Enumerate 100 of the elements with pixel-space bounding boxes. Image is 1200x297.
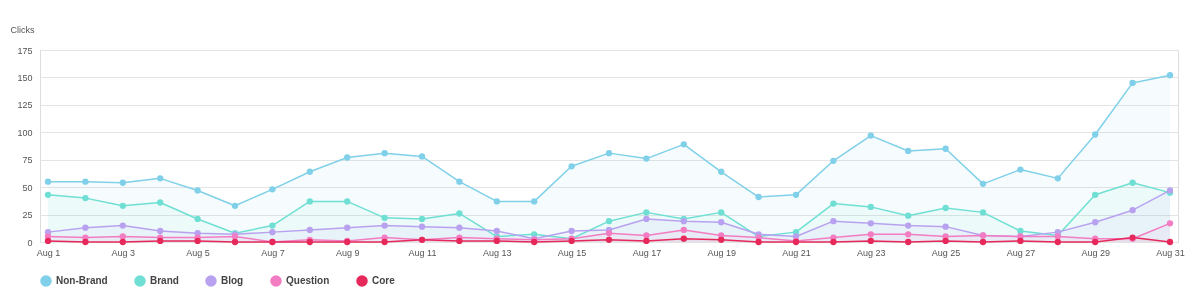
y-tick-label: 0: [27, 237, 33, 248]
point: [1017, 166, 1024, 173]
point: [269, 222, 276, 229]
point: [82, 194, 89, 202]
point: [680, 226, 687, 234]
point: [867, 231, 874, 238]
point: [830, 157, 837, 164]
x-tick-label: Aug 25: [931, 247, 961, 258]
point: [979, 238, 987, 246]
point: [867, 220, 874, 227]
legend-label: Question: [286, 275, 330, 286]
point: [792, 191, 800, 198]
point: [44, 237, 52, 245]
point: [418, 215, 426, 223]
point: [1054, 238, 1061, 246]
y-tick-label: 75: [22, 155, 33, 166]
x-tick-label: Aug 29: [1081, 247, 1110, 258]
point: [680, 141, 687, 148]
y-tick-label: 100: [17, 127, 33, 138]
point: [231, 238, 239, 246]
x-tick-label: Aug 5: [186, 247, 210, 258]
point: [194, 187, 201, 194]
point: [119, 202, 126, 209]
point: [942, 223, 949, 230]
point: [942, 204, 949, 212]
y-tick-label: 125: [17, 100, 33, 111]
legend-label: Non-Brand: [56, 275, 108, 286]
point: [119, 238, 126, 246]
x-tick-label: Aug 23: [857, 247, 886, 258]
point: [942, 237, 949, 245]
point: [905, 238, 912, 246]
point: [1092, 238, 1099, 246]
point: [531, 198, 538, 205]
point: [157, 199, 164, 206]
x-tick-label: Aug 9: [335, 247, 360, 258]
point: [119, 222, 126, 229]
point: [493, 198, 500, 205]
point: [1092, 191, 1099, 198]
point: [1166, 238, 1174, 246]
point: [979, 180, 987, 188]
point: [755, 238, 762, 246]
x-tick-label: Aug 17: [632, 247, 662, 258]
point: [157, 175, 164, 182]
point: [418, 223, 426, 230]
point: [605, 230, 613, 237]
point: [1129, 79, 1136, 87]
point: [119, 179, 126, 186]
point: [381, 222, 388, 229]
x-tick-label: Aug 7: [261, 247, 285, 258]
point: [493, 227, 500, 235]
point: [830, 200, 837, 207]
point: [718, 209, 725, 216]
x-tick-label: Aug 13: [483, 247, 512, 258]
point: [605, 149, 613, 157]
point: [867, 132, 874, 139]
point: [1092, 219, 1099, 226]
point: [1054, 175, 1061, 182]
point: [157, 237, 164, 245]
point: [1129, 179, 1136, 186]
point: [568, 163, 575, 170]
point: [643, 232, 650, 239]
point: [1017, 227, 1024, 235]
point: [381, 214, 388, 222]
x-tick-label: Aug 11: [408, 247, 437, 258]
point: [755, 193, 762, 201]
point: [381, 149, 388, 157]
point: [82, 238, 89, 246]
point: [905, 212, 912, 219]
point: [82, 224, 89, 231]
point: [269, 228, 276, 236]
point: [718, 236, 725, 243]
point: [867, 237, 874, 245]
point: [306, 168, 313, 175]
point: [306, 226, 313, 234]
point: [905, 222, 912, 229]
legend-label: Blog: [221, 275, 244, 286]
point: [643, 237, 650, 245]
point: [905, 231, 912, 238]
point: [905, 147, 912, 155]
point: [456, 224, 463, 231]
point: [942, 145, 949, 152]
x-tick-label: Aug 31: [1156, 247, 1185, 258]
point: [194, 237, 201, 245]
point: [643, 209, 650, 216]
point: [1017, 237, 1024, 245]
point: [979, 209, 987, 216]
point: [344, 154, 351, 161]
point: [643, 215, 650, 223]
point: [456, 237, 463, 245]
x-tick-label: Aug 21: [782, 247, 811, 258]
x-tick-label: Aug 15: [557, 247, 587, 258]
x-tick-label: Aug 27: [1006, 247, 1036, 258]
point: [1166, 72, 1174, 79]
point: [1092, 131, 1099, 138]
point: [269, 186, 276, 193]
point: [830, 218, 837, 225]
x-tick-label: Aug 1: [36, 247, 61, 258]
point: [194, 215, 201, 223]
point: [82, 178, 89, 185]
point: [119, 233, 126, 240]
